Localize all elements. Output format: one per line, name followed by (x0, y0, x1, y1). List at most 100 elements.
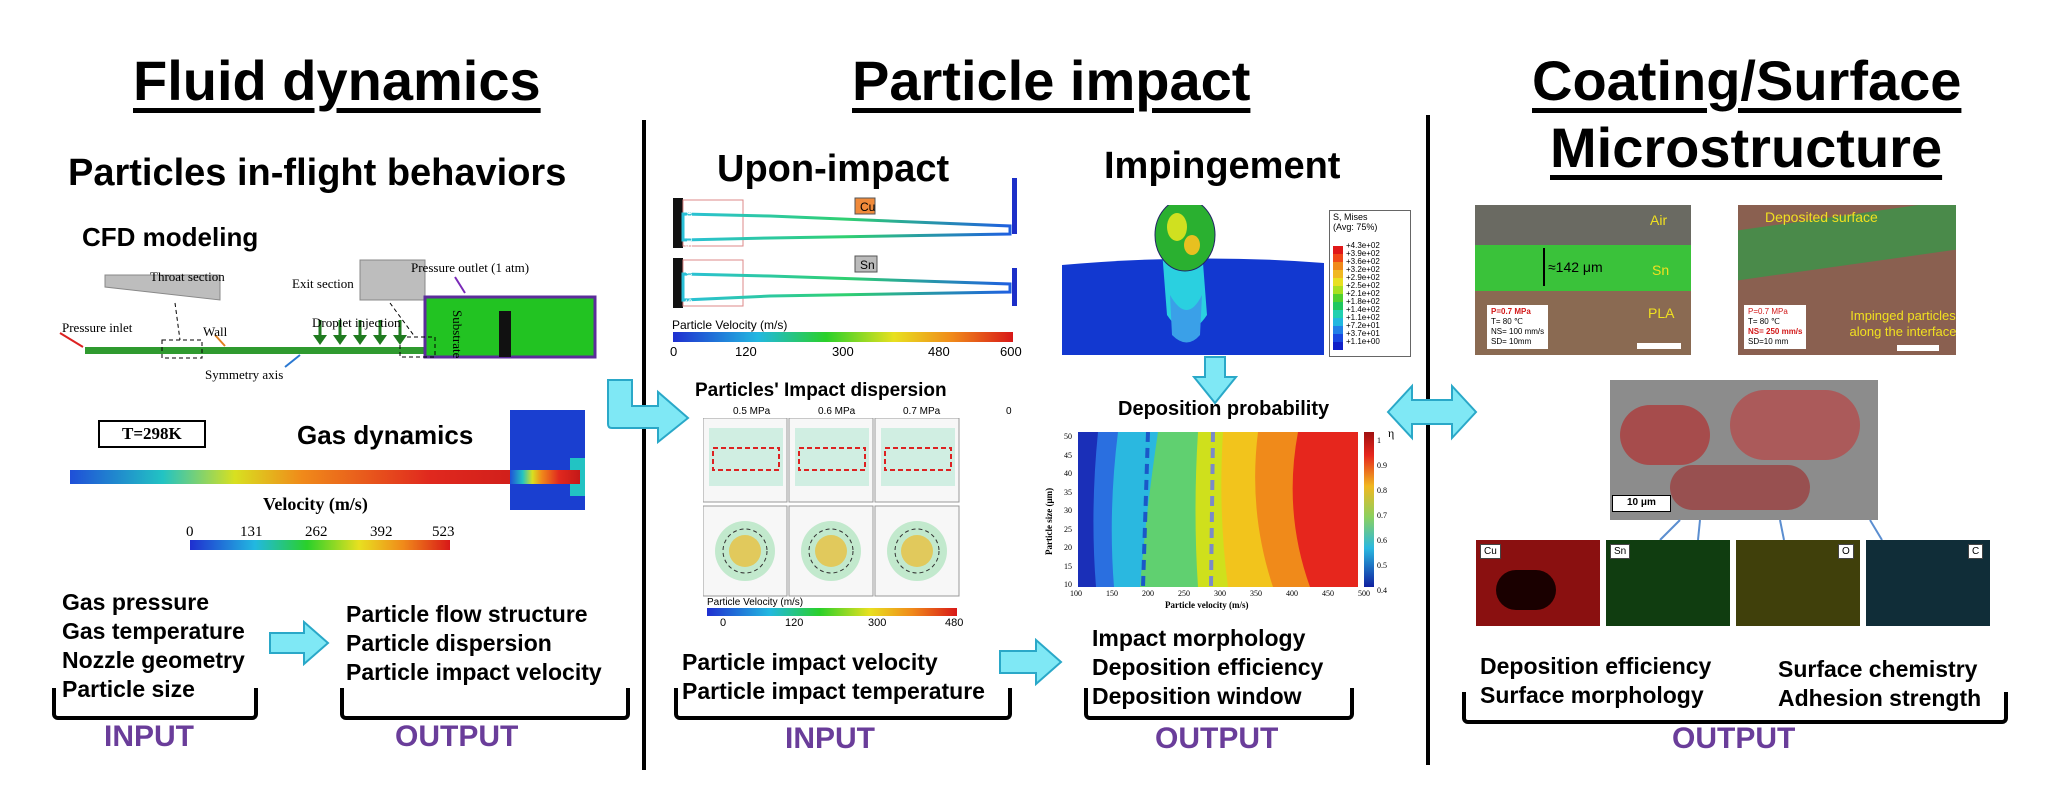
cfd-nozzle-diagram (59, 259, 597, 368)
fluid-input-2: Gas temperature (62, 618, 245, 644)
fluid-subtitle: Particles in-flight behaviors (68, 152, 567, 194)
velocity-tick-0: 0 (186, 524, 194, 540)
impact-title: Particle impact (852, 49, 1251, 112)
coating-output-3: Surface chemistry (1778, 656, 1978, 682)
panel2-panel3-double-arrow (1386, 383, 1478, 441)
pv-tick-1: 120 (735, 344, 757, 359)
y-tick: 45 (1064, 450, 1072, 460)
exit-label: Exit section (292, 276, 354, 291)
y-tick: 35 (1064, 487, 1072, 497)
impingement-simulation (1062, 205, 1324, 355)
droplet-label: Droplet injection (312, 315, 401, 330)
fluid-output-2: Particle dispersion (346, 630, 552, 656)
divider-right (1426, 115, 1430, 765)
fluid-output-1: Particle flow structure (346, 601, 588, 627)
pv-tick-2: 300 (832, 344, 854, 359)
impact-output-bracket (1084, 688, 1354, 720)
cbar-tick: 0.5 (1377, 561, 1387, 570)
right-param: NS= 250 mm/s (1748, 327, 1803, 336)
y-tick: 25 (1064, 524, 1072, 534)
coating-output-bracket (1462, 692, 2008, 724)
particle-velocity-colorbar (673, 332, 1013, 342)
pv-tick-4: 600 (1000, 344, 1022, 359)
upon-impact-simulation (673, 178, 1017, 308)
coating-output-label: OUTPUT (1672, 722, 1796, 755)
impact-input-label: INPUT (785, 722, 875, 755)
fluid-output-label: OUTPUT (395, 720, 519, 753)
coating-title-line2: Microstructure (1550, 116, 1943, 179)
impact-input-2: Particle impact temperature (682, 678, 985, 704)
cu-map-label: Cu (1480, 544, 1501, 559)
gas-dynamics-label: Gas dynamics (297, 420, 474, 450)
y-tick: 10 (1064, 580, 1072, 589)
x-tick: 150 (1106, 589, 1118, 598)
mises-avg: (Avg: 75%) (1333, 222, 1378, 232)
gas-velocity-field (70, 410, 585, 510)
impact-inputs-list: Particle impact velocity Particle impact… (682, 648, 985, 706)
cbar-tick: 0.8 (1377, 486, 1387, 495)
y-tick: 15 (1064, 561, 1072, 571)
panel1-to-panel2-arrow (607, 379, 690, 444)
pv-tick-3: 480 (928, 344, 950, 359)
right-params-box: P=0.7 MPa T= 80 ℃ NS= 250 mm/s SD=10 mm (1744, 305, 1807, 349)
x-tick: 500 (1358, 589, 1370, 598)
right-param: SD=10 mm (1748, 337, 1789, 346)
impact-output-2: Deposition efficiency (1092, 654, 1324, 680)
deposition-contour (1078, 432, 1358, 588)
impact-flow-arrow (999, 638, 1063, 686)
mises-value: +1.1e+00 (1346, 337, 1380, 346)
dispersion-zero: 0 (1006, 406, 1012, 417)
wall-label: Wall (203, 324, 228, 339)
particle-velocity-label: Particle Velocity (m/s) (672, 318, 788, 332)
deposited-surface-label: Deposited surface (1765, 209, 1878, 225)
velocity-label: Velocity (m/s) (263, 494, 368, 514)
throat-label: Throat section (150, 269, 225, 284)
thickness-label: ≈142 μm (1548, 259, 1603, 275)
mpa-label-1: 0.5 MPa (733, 406, 771, 417)
left-param: P=0.7 MPa (1491, 307, 1531, 316)
air-label: Air (1650, 212, 1668, 228)
cbar-tick: 0.7 (1377, 511, 1387, 520)
cfd-label: CFD modeling (82, 222, 259, 252)
coating-output-1: Deposition efficiency (1480, 653, 1712, 679)
x-tick: 200 (1142, 589, 1154, 598)
impact-input-1: Particle impact velocity (682, 649, 938, 675)
impact-outputs-list: Impact morphology Deposition efficiency … (1092, 624, 1323, 711)
deposition-xticks: 100 150 200 250 300 350 400 450 500 (1070, 589, 1370, 598)
fluid-input-bracket (52, 688, 258, 720)
mises-value: +3.6e+02 (1346, 257, 1380, 266)
velocity-tick-2: 262 (305, 524, 328, 540)
cu-tag: Cu (860, 200, 876, 214)
right-scalebar (1897, 345, 1939, 351)
left-scalebar (1637, 343, 1681, 349)
mises-value: +1.4e+02 (1346, 305, 1380, 314)
y-tick: 30 (1064, 506, 1072, 515)
dispersion-plots (703, 418, 960, 597)
substrate-tag-2: Substrate (684, 266, 694, 305)
deposition-ylabel: Particle size (μm) (1044, 487, 1054, 555)
x-tick: 350 (1250, 589, 1262, 598)
x-tick: 250 (1178, 589, 1190, 598)
mises-value: +1.8e+02 (1346, 297, 1380, 306)
mises-title: S, Mises (1333, 212, 1368, 222)
mpa-label-2: 0.6 MPa (818, 406, 856, 417)
cbar-tick: 0.9 (1377, 461, 1387, 470)
mises-value: +3.7e+01 (1346, 329, 1380, 338)
mises-value: +2.1e+02 (1346, 289, 1380, 298)
disp-tick-1: 120 (785, 617, 804, 629)
impingement-label: Impingement (1104, 145, 1341, 187)
deposition-yticks: 50 45 40 35 30 25 20 15 10 (1064, 428, 1072, 595)
impact-output-label: OUTPUT (1155, 722, 1279, 755)
y-tick: 20 (1064, 543, 1072, 552)
substrate-tag-1: Substrate (684, 209, 694, 248)
x-tick: 300 (1214, 589, 1226, 598)
impact-output-3: Deposition window (1092, 683, 1302, 709)
fluid-flow-arrow (269, 620, 330, 666)
cbar-tick: 1 (1377, 436, 1381, 445)
fluid-input-4: Particle size (62, 676, 195, 702)
pressure-outlet-label: Pressure outlet (1 atm) (411, 260, 530, 275)
coating-outputs-left: Deposition efficiency Surface morphology (1480, 652, 1711, 710)
left-param: NS= 100 mm/s (1491, 327, 1545, 336)
sn-tag: Sn (860, 258, 875, 272)
fluid-title: Fluid dynamics (133, 49, 541, 112)
